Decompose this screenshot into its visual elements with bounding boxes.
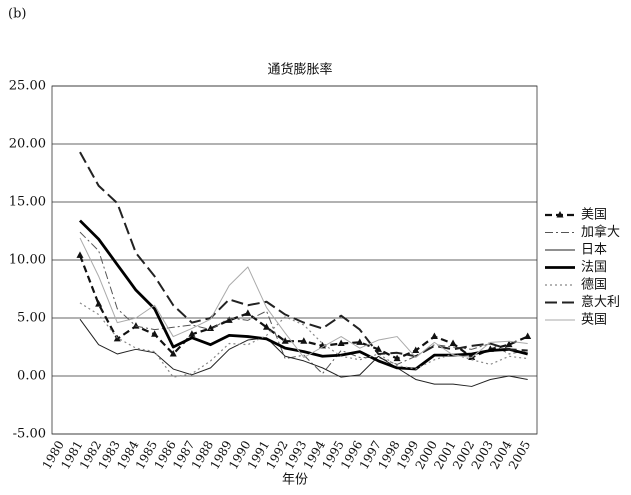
y-tick-label: 15.00 — [9, 195, 46, 210]
line-marker — [300, 337, 308, 344]
line-marker — [430, 332, 438, 340]
legend-label: 意大利 — [581, 294, 620, 310]
y-tick-label: 20.00 — [9, 137, 46, 152]
line-marker — [449, 339, 457, 347]
line-marker — [225, 316, 233, 323]
series-line — [79, 237, 528, 358]
chart-title: 通货膨胀率 — [267, 62, 332, 78]
line-marker — [337, 339, 345, 347]
x-axis-label: 年份 — [282, 473, 308, 488]
y-tick-label: 25.00 — [9, 79, 46, 94]
line-marker — [76, 251, 84, 258]
y-tick-label: 10.00 — [9, 253, 46, 268]
series-line — [78, 219, 529, 371]
line-marker — [524, 332, 532, 340]
legend-label: 美国 — [581, 208, 607, 223]
line-marker — [468, 353, 476, 360]
line-marker — [169, 349, 177, 357]
line-marker — [132, 322, 140, 329]
legend-label: 法国 — [581, 260, 607, 275]
y-tick-label: 5.00 — [17, 311, 46, 326]
series-line — [79, 302, 528, 378]
line-marker — [207, 324, 215, 331]
line-marker — [244, 309, 252, 316]
legend-label: 日本 — [581, 243, 607, 258]
line-marker — [393, 354, 401, 362]
legend-label: 加拿大 — [581, 224, 620, 240]
line-marker — [188, 330, 196, 337]
line-marker — [412, 346, 420, 353]
series-line — [79, 318, 528, 387]
line-marker — [505, 340, 513, 348]
line-marker — [281, 337, 289, 344]
y-tick-label: 0.00 — [17, 369, 46, 384]
legend-label: 德国 — [581, 278, 607, 293]
series-line — [79, 231, 528, 375]
line-marker — [356, 338, 364, 345]
legend-label: 英国 — [581, 313, 607, 328]
line-marker — [318, 341, 326, 349]
line-marker — [263, 323, 271, 330]
y-tick-label: -5.00 — [13, 427, 46, 442]
panel-label: (b) — [8, 7, 26, 22]
line-marker — [95, 300, 103, 307]
line-marker — [151, 330, 159, 337]
series-line — [79, 151, 528, 358]
legend-marker — [556, 211, 564, 218]
